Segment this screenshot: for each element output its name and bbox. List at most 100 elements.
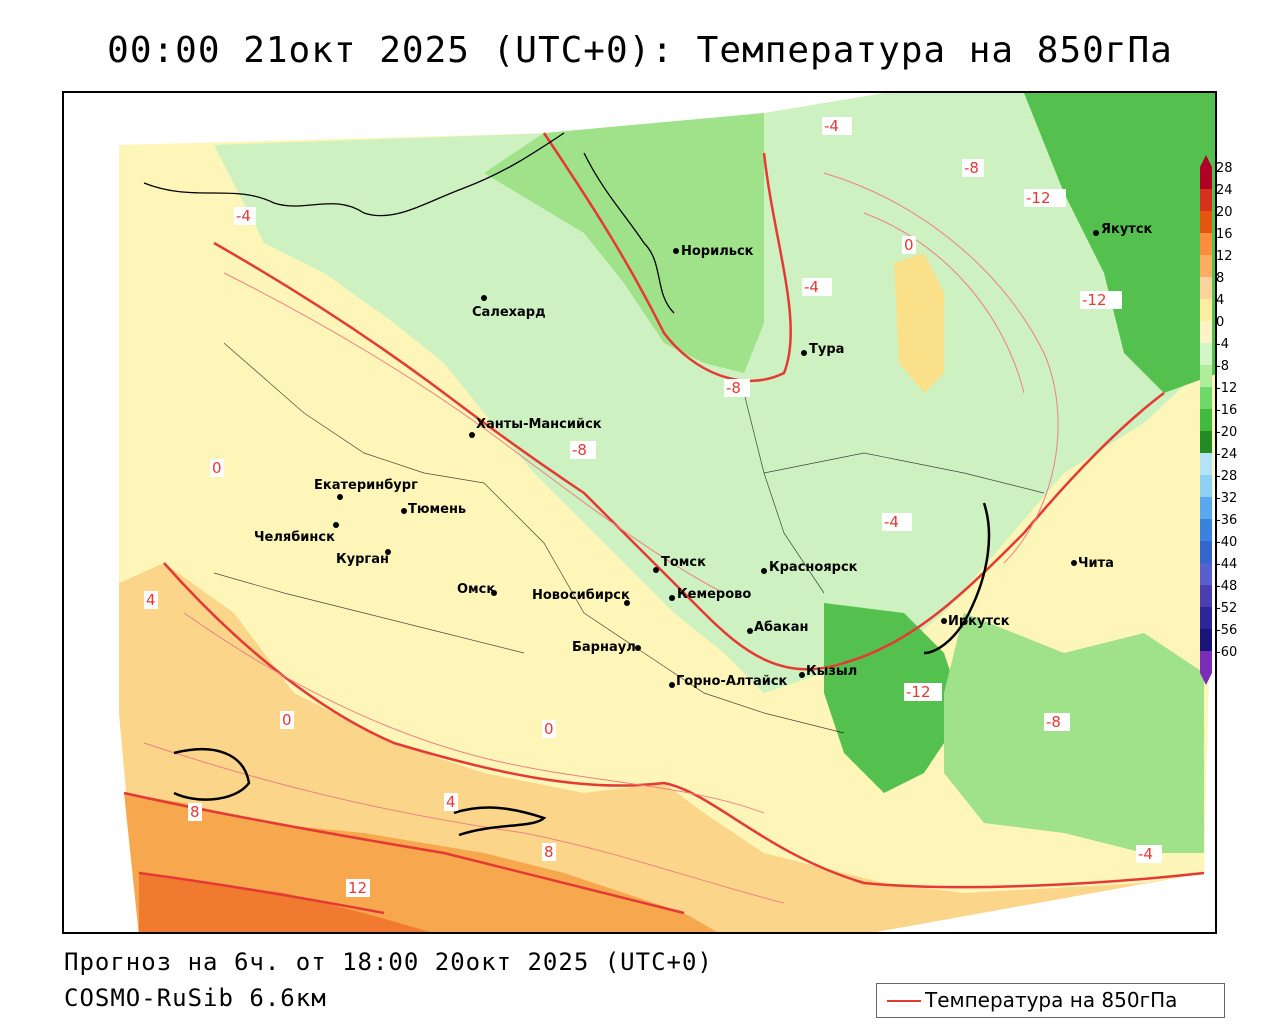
- iso-label: -4: [824, 117, 839, 135]
- iso-label: -4: [804, 278, 819, 296]
- isotherm-0: [163, 562, 1205, 889]
- city-label-chita: Чита: [1078, 556, 1114, 571]
- city-label-norilsk: Норильск: [681, 244, 754, 259]
- warm-zone-12: [139, 873, 431, 932]
- isotherm-4: [123, 791, 685, 915]
- colorbar-cell: [1200, 519, 1212, 541]
- colorbar-tick-label: -12: [1216, 381, 1237, 396]
- colorbar-cell: [1200, 497, 1212, 519]
- cold-zone-m8-north: [484, 113, 764, 373]
- colorbar-cell: [1200, 629, 1212, 651]
- iso-label: -8: [1046, 713, 1061, 731]
- colorbar-tick-label: 0: [1216, 315, 1224, 330]
- city-label-khanty-mansiysk: Ханты-Мансийск: [476, 417, 602, 432]
- iso-label: -8: [964, 159, 979, 177]
- cold-zone-m12-sayan: [824, 603, 964, 793]
- colorbar-tick-label: -40: [1216, 535, 1237, 550]
- colorbar-tick-label: -24: [1216, 447, 1237, 462]
- colorbar-cell: [1200, 431, 1212, 453]
- caspian-coast: [173, 748, 251, 801]
- city-label-krasnoyarsk: Красноярск: [769, 560, 858, 575]
- city-markers: Норильск Якутск Салехард Тура Ханты-Манс…: [254, 222, 1153, 689]
- city-dot-gorno-altaysk: [669, 682, 675, 688]
- iso-label: -4: [1138, 845, 1153, 863]
- city-label-yekaterinburg: Екатеринбург: [314, 478, 418, 493]
- colorbar-tick-label: -56: [1216, 623, 1237, 638]
- city-dot-tura: [801, 350, 807, 356]
- balkhash-lake: [453, 806, 547, 837]
- city-label-omsk: Омск: [457, 582, 495, 597]
- iso-label: -12: [1026, 189, 1051, 207]
- colorbar-cell: [1200, 211, 1212, 233]
- iso-label: -8: [726, 379, 741, 397]
- iso-label: 12: [348, 879, 367, 897]
- colorbar-tick-label: -8: [1216, 359, 1229, 374]
- city-dot-tomsk: [653, 567, 659, 573]
- colorbar-tick-label: 12: [1216, 249, 1233, 264]
- cold-zone-m8-east: [944, 613, 1204, 853]
- colorbar-cell: [1200, 299, 1212, 321]
- colorbar-cell: [1200, 277, 1212, 299]
- colorbar-tick-label: -44: [1216, 557, 1237, 572]
- iso-label: 0: [212, 459, 222, 477]
- iso-label: 0: [544, 720, 554, 738]
- city-dot-kurgan: [385, 549, 391, 555]
- city-label-kemerovo: Кемерово: [677, 587, 751, 602]
- city-label-tomsk: Томск: [661, 555, 706, 570]
- city-dot-novosibirsk: [624, 600, 630, 606]
- colorbar-cell: [1200, 563, 1212, 585]
- iso-label: 0: [904, 236, 914, 254]
- city-dot-krasnoyarsk: [761, 568, 767, 574]
- colorbar-tick-label: 20: [1216, 205, 1233, 220]
- isotherm-8: [138, 871, 385, 915]
- isotherm-minus-8: [542, 132, 792, 382]
- city-dot-khanty-mansiysk: [469, 432, 475, 438]
- iso-label: 8: [190, 803, 200, 821]
- colorbar-cell: [1200, 387, 1212, 409]
- colorbar-cell: [1200, 321, 1212, 343]
- map-title: 00:00 21окт 2025 (UTC+0): Температура на…: [107, 30, 1173, 71]
- warm-pocket-0: [894, 253, 944, 393]
- colorbar-cell: [1200, 255, 1212, 277]
- iso-label: -4: [236, 207, 251, 225]
- colorbar-cell: [1200, 167, 1212, 189]
- forecast-info: Прогноз на 6ч. от 18:00 20окт 2025 (UTC+…: [64, 948, 713, 976]
- city-dot-omsk: [491, 590, 497, 596]
- colorbar-cell: [1200, 233, 1212, 255]
- model-name: COSMO-RuSib 6.6км: [64, 984, 327, 1012]
- iso-label: -4: [884, 513, 899, 531]
- line-legend: Температура на 850гПа: [876, 983, 1225, 1018]
- colorbar-tick-label: 24: [1216, 183, 1233, 198]
- city-label-kurgan: Курган: [336, 552, 389, 567]
- city-label-gorno-altaysk: Горно-Алтайск: [676, 674, 788, 689]
- iso-label: -12: [1082, 291, 1107, 309]
- colorbar-cell: [1200, 585, 1212, 607]
- colorbar-tick-label: -32: [1216, 491, 1237, 506]
- colorbar-cell: [1200, 453, 1212, 475]
- colorbar-tick-label: 16: [1216, 227, 1233, 242]
- city-label-abakan: Абакан: [754, 620, 809, 635]
- colorbar-tick-label: -28: [1216, 469, 1237, 484]
- city-label-kyzyl: Кызыл: [806, 664, 857, 679]
- colorbar-top-arrow: [1200, 155, 1212, 167]
- colorbar-bottom-arrow: [1200, 673, 1212, 685]
- iso-label: 8: [544, 843, 554, 861]
- colorbar-tick-label: -48: [1216, 579, 1237, 594]
- city-dot-abakan: [747, 628, 753, 634]
- colorbar-tick-label: -16: [1216, 403, 1237, 418]
- colorbar-cell: [1200, 409, 1212, 431]
- iso-label: 4: [146, 591, 156, 609]
- city-dot-kemerovo: [669, 595, 675, 601]
- colorbar-tick-label: 28: [1216, 161, 1233, 176]
- city-dot-yekaterinburg: [337, 494, 343, 500]
- city-dot-barnaul: [635, 645, 641, 651]
- city-label-yakutsk: Якутск: [1101, 222, 1153, 237]
- colorbar-tick-label: 8: [1216, 271, 1224, 286]
- legend-line-label: Температура на 850гПа: [925, 988, 1178, 1012]
- city-label-tura: Тура: [809, 342, 844, 357]
- iso-label: -8: [572, 441, 587, 459]
- iso-label: 4: [446, 793, 456, 811]
- city-dot-chita: [1071, 560, 1077, 566]
- city-dot-yakutsk: [1093, 230, 1099, 236]
- temperature-map: Норильск Якутск Салехард Тура Ханты-Манс…: [62, 91, 1217, 934]
